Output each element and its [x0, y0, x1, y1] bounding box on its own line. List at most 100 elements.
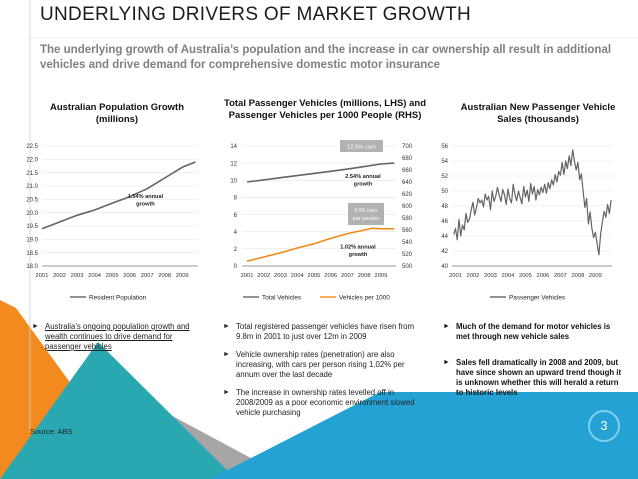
series-line-total-vehicles: [246, 162, 395, 183]
bullet-text: Total registered passenger vehicles have…: [236, 322, 415, 341]
annotation-growth-line1: 1.54% annual: [128, 194, 164, 200]
page-subtitle: The underlying growth of Australia’s pop…: [40, 44, 612, 71]
series-line-passenger-vehicles: [453, 149, 612, 256]
x-tick-label: 2008: [571, 273, 584, 279]
chart1-title: Australian Population Growth (millions): [49, 102, 185, 125]
y-tick-label: 660: [402, 168, 413, 174]
y-tick-label: 540: [402, 240, 413, 246]
y-tick-label: 10: [230, 178, 237, 184]
bullet-col1-item: ► Australia’s ongoing population growth …: [32, 322, 202, 352]
annotation-12m-cars: 12.0m cars: [347, 144, 376, 150]
chart2-title: Total Passenger Vehicles (millions, LHS)…: [223, 98, 427, 121]
vehicles-chart: 0 2 4 6 8 10 12 14 500 520 540 560 580 600 620 640 660 68…: [230, 140, 413, 301]
x-tick-label: 2002: [467, 273, 480, 279]
bullet-col3-item-2: ► Sales fell dramatically in 2008 and 20…: [443, 358, 623, 398]
legend-label: Total Vehicles: [262, 294, 301, 301]
y-tick-label: 50: [441, 189, 448, 195]
series-line-vehicles-per-1000: [246, 227, 395, 262]
page-title: UNDERLYING DRIVERS OF MARKET GROWTH: [40, 4, 471, 25]
sales-chart: 40 42 44 46 48 50 52 54 56 2001 2002 2003 2004 2005 20…: [441, 144, 612, 301]
deco-blue-band: [210, 392, 638, 479]
legend-label: Passenger Vehicles: [509, 294, 565, 301]
x-tick-label: 2003: [274, 273, 287, 279]
bullet-text: Sales fell dramatically in 2008 and 2009…: [456, 358, 622, 397]
x-tick-label: 2009: [589, 273, 602, 279]
annotation-box: [340, 140, 383, 152]
population-chart: 18.0 18.5 19.0 19.5 20.0 20.5 21.0 21.5 22.0 22.5…: [26, 144, 198, 301]
x-tick-label: 2004: [291, 273, 305, 279]
y-tick-label: 700: [402, 144, 413, 150]
x-tick-label: 2004: [88, 273, 102, 279]
x-tick-label: 2005: [106, 273, 119, 279]
source-note: Source: ABS: [30, 427, 73, 436]
y-tick-label: 560: [402, 228, 413, 234]
legend-label: Vehicles per 1000: [339, 294, 390, 301]
series-line-resident-population: [41, 161, 196, 230]
x-tick-label: 2002: [257, 273, 270, 279]
annotation-254-line1: 2.54% annual: [345, 174, 381, 180]
y-tick-label: 44: [441, 234, 448, 240]
arrow-bullet-icon: ►: [443, 323, 450, 330]
y-tick-label: 620: [402, 192, 413, 198]
legend-label: Resident Population: [89, 294, 147, 301]
y-tick-label: 18.5: [26, 251, 38, 257]
x-tick-label: 2008: [158, 273, 171, 279]
annotation-box: [348, 203, 384, 225]
x-tick-label: 2006: [536, 273, 549, 279]
x-tick-label: 2004: [502, 273, 516, 279]
y-tick-label: 4: [234, 230, 238, 236]
y-tick-label: 0: [234, 264, 238, 270]
x-tick-label: 2001: [36, 273, 49, 279]
y-tick-label: 20.0: [26, 211, 38, 217]
annotation-102-line1: 1.02% annual: [340, 245, 376, 251]
annotation-102-line2: growth: [349, 252, 368, 258]
y-tick-label: 21.0: [26, 184, 38, 190]
y-tick-label: 18.0: [26, 264, 38, 270]
y-tick-label: 6: [234, 213, 238, 219]
y-tick-label: 520: [402, 252, 413, 258]
y-tick-label: 580: [402, 216, 413, 222]
y-tick-label: 21.5: [26, 171, 38, 177]
x-tick-label: 2006: [324, 273, 337, 279]
arrow-bullet-icon: ►: [223, 351, 230, 358]
annotation-254-line2: growth: [354, 182, 373, 188]
x-tick-label: 2003: [484, 273, 497, 279]
x-tick-label: 2007: [141, 273, 154, 279]
y-tick-label: 42: [441, 249, 448, 255]
x-tick-label: 2001: [449, 273, 462, 279]
y-tick-label: 14: [230, 144, 237, 150]
annotation-growth-line2: growth: [136, 202, 155, 208]
y-tick-label: 56: [441, 144, 448, 150]
y-tick-label: 8: [234, 196, 238, 202]
y-tick-label: 46: [441, 219, 448, 225]
bullet-col3-item-1: ► Much of the demand for motor vehicles …: [443, 322, 623, 342]
y-tick-label: 54: [441, 159, 448, 165]
y-tick-label: 20.5: [26, 198, 38, 204]
bullet-col2-item-1: ► Total registered passenger vehicles ha…: [223, 322, 423, 342]
x-tick-label: 2003: [71, 273, 84, 279]
x-tick-label: 2007: [554, 273, 567, 279]
y-tick-label: 12: [230, 161, 237, 167]
bullet-text: Vehicle ownership rates (penetration) ar…: [236, 350, 405, 379]
y-tick-label: 19.0: [26, 238, 38, 244]
annotation-055-line1: 0.55 cars: [354, 208, 377, 214]
arrow-bullet-icon: ►: [223, 323, 230, 330]
y-tick-label: 500: [402, 264, 413, 270]
y-tick-label: 19.5: [26, 224, 38, 230]
x-tick-label: 2006: [123, 273, 136, 279]
arrow-bullet-icon: ►: [32, 323, 39, 330]
chart3-title: Australian New Passenger Vehicle Sales (…: [460, 102, 616, 125]
x-tick-label: 2005: [519, 273, 532, 279]
y-tick-label: 52: [441, 174, 448, 180]
x-tick-label: 2009: [374, 273, 387, 279]
x-tick-label: 2009: [176, 273, 189, 279]
y-tick-label: 22.5: [26, 144, 38, 150]
bullet-col2-item-2: ► Vehicle ownership rates (penetration) …: [223, 350, 423, 380]
bullet-text: The increase in ownership rates levelled…: [236, 388, 415, 417]
deco-left-white: [0, 0, 30, 315]
bullet-text: Much of the demand for motor vehicles is…: [456, 322, 611, 341]
y-tick-label: 680: [402, 156, 413, 162]
y-tick-label: 40: [441, 264, 448, 270]
x-tick-label: 2005: [308, 273, 321, 279]
